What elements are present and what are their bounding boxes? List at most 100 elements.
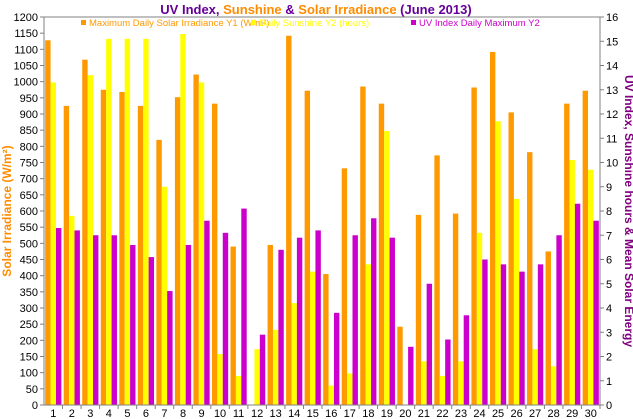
chart-title-part: Solar Irradiance (298, 2, 396, 17)
bar-solar-irradiance (45, 40, 51, 405)
y-left-tick-label: 300 (20, 303, 38, 315)
bar-solar-irradiance (545, 251, 551, 405)
y-right-tick-label: 6 (606, 255, 612, 267)
bar-sunshine (421, 361, 427, 405)
y-left-tick-label: 750 (20, 158, 38, 170)
x-tick-label: 19 (381, 408, 393, 419)
bar-uv-index (556, 235, 562, 405)
axes: 0501001502002503003504004505005506006507… (14, 12, 619, 419)
bar-uv-index (55, 227, 62, 405)
bar-uv-index (482, 259, 488, 405)
y-left-tick-label: 550 (20, 222, 38, 234)
y-left-tick-label: 700 (20, 174, 38, 186)
bar-sunshine (124, 38, 131, 405)
legend-label: UV Index Daily Maximum Y2 (419, 18, 540, 29)
x-tick-label: 26 (510, 408, 522, 419)
x-tick-label: 8 (180, 408, 186, 419)
bar-uv-index (537, 264, 544, 405)
bar-sunshine (87, 75, 94, 405)
x-tick-label: 7 (161, 408, 167, 419)
x-tick-label: 21 (418, 408, 430, 419)
x-tick-label: 24 (473, 408, 485, 419)
y-left-tick-label: 1200 (14, 12, 38, 24)
bar-solar-irradiance (378, 103, 385, 406)
bar-uv-index (185, 244, 192, 405)
bar-sunshine (217, 354, 223, 405)
chart-title-part: & (282, 2, 299, 17)
bar-solar-irradiance (137, 105, 144, 406)
legend-label: Daily Sunshine Y2 (hours) (259, 18, 369, 29)
y-left-tick-label: 100 (20, 368, 38, 380)
chart-title-part: Sunshine (223, 2, 282, 17)
bar-sunshine (106, 38, 112, 405)
x-tick-label: 1 (50, 408, 56, 419)
bar-uv-index (500, 264, 507, 405)
chart-title-part: , (216, 2, 223, 17)
x-tick-label: 22 (436, 408, 448, 419)
x-tick-label: 23 (455, 408, 467, 419)
y-right-tick-label: 2 (606, 352, 612, 364)
bar-sunshine (254, 349, 260, 405)
bar-uv-index (296, 237, 303, 405)
bar-solar-irradiance (100, 89, 107, 405)
y-left-tick-label: 600 (20, 206, 38, 218)
x-tick-label: 27 (529, 408, 541, 419)
bar-solar-irradiance (397, 326, 403, 405)
bar-solar-irradiance (230, 246, 236, 405)
x-tick-label: 16 (325, 408, 337, 419)
y-left-tick-label: 900 (20, 109, 38, 121)
bar-uv-index (167, 291, 173, 405)
bar-uv-index (352, 235, 358, 405)
y-left-tick-label: 650 (20, 190, 38, 202)
bar-sunshine (180, 33, 186, 405)
bar-uv-index (74, 230, 80, 405)
bar-sunshine (569, 160, 575, 405)
chart-title-part: (June 2013) (397, 2, 472, 17)
bar-sunshine (50, 82, 56, 405)
y-right-tick-label: 15 (606, 36, 618, 48)
bar-sunshine (495, 121, 501, 406)
y-left-tick-label: 400 (20, 271, 38, 283)
bar-sunshine (384, 130, 390, 405)
legend-label: Maximum Daily Solar Irradiance Y1 (W/m²) (89, 18, 269, 29)
bar-uv-index (426, 283, 433, 405)
y-right-tick-label: 11 (606, 133, 617, 145)
bar-solar-irradiance (82, 59, 88, 406)
y-axis-left-title: Solar Irradiance (W/m²) (0, 145, 14, 276)
y-right-tick-label: 7 (606, 230, 612, 242)
bar-uv-index (519, 271, 525, 405)
y-right-tick-label: 13 (606, 85, 618, 97)
bar-solar-irradiance (267, 244, 273, 405)
y-left-tick-label: 500 (20, 238, 38, 250)
x-tick-label: 15 (307, 408, 319, 419)
bar-uv-index (204, 220, 210, 405)
x-tick-label: 10 (214, 408, 226, 419)
bar-solar-irradiance (211, 103, 218, 406)
x-tick-label: 5 (124, 408, 130, 419)
bar-sunshine (310, 271, 316, 405)
bar-solar-irradiance (452, 213, 459, 405)
x-tick-label: 14 (288, 408, 300, 419)
bar-uv-index (93, 235, 99, 405)
y-axis-right-title: UV Index, Sunshine hours & Mean Solar En… (622, 75, 633, 347)
bars (45, 33, 599, 406)
bar-uv-index (408, 346, 414, 405)
bar-sunshine (347, 373, 353, 405)
bar-solar-irradiance (360, 86, 366, 406)
bar-solar-irradiance (119, 92, 125, 405)
bar-sunshine (198, 82, 205, 405)
y-right-tick-label: 1 (606, 376, 612, 388)
y-left-tick-label: 1150 (14, 28, 38, 40)
x-tick-label: 25 (492, 408, 504, 419)
bar-sunshine (476, 232, 483, 405)
plot-border (43, 16, 601, 406)
x-tick-label: 13 (270, 408, 282, 419)
y-right-tick-label: 4 (606, 303, 612, 315)
y-left-tick-label: 450 (20, 255, 38, 267)
bar-sunshine (588, 169, 594, 405)
y-right-tick-label: 14 (606, 61, 618, 73)
bar-uv-index (463, 315, 470, 405)
bar-solar-irradiance (286, 35, 292, 406)
bar-uv-index (259, 334, 266, 405)
bar-sunshine (235, 375, 242, 405)
